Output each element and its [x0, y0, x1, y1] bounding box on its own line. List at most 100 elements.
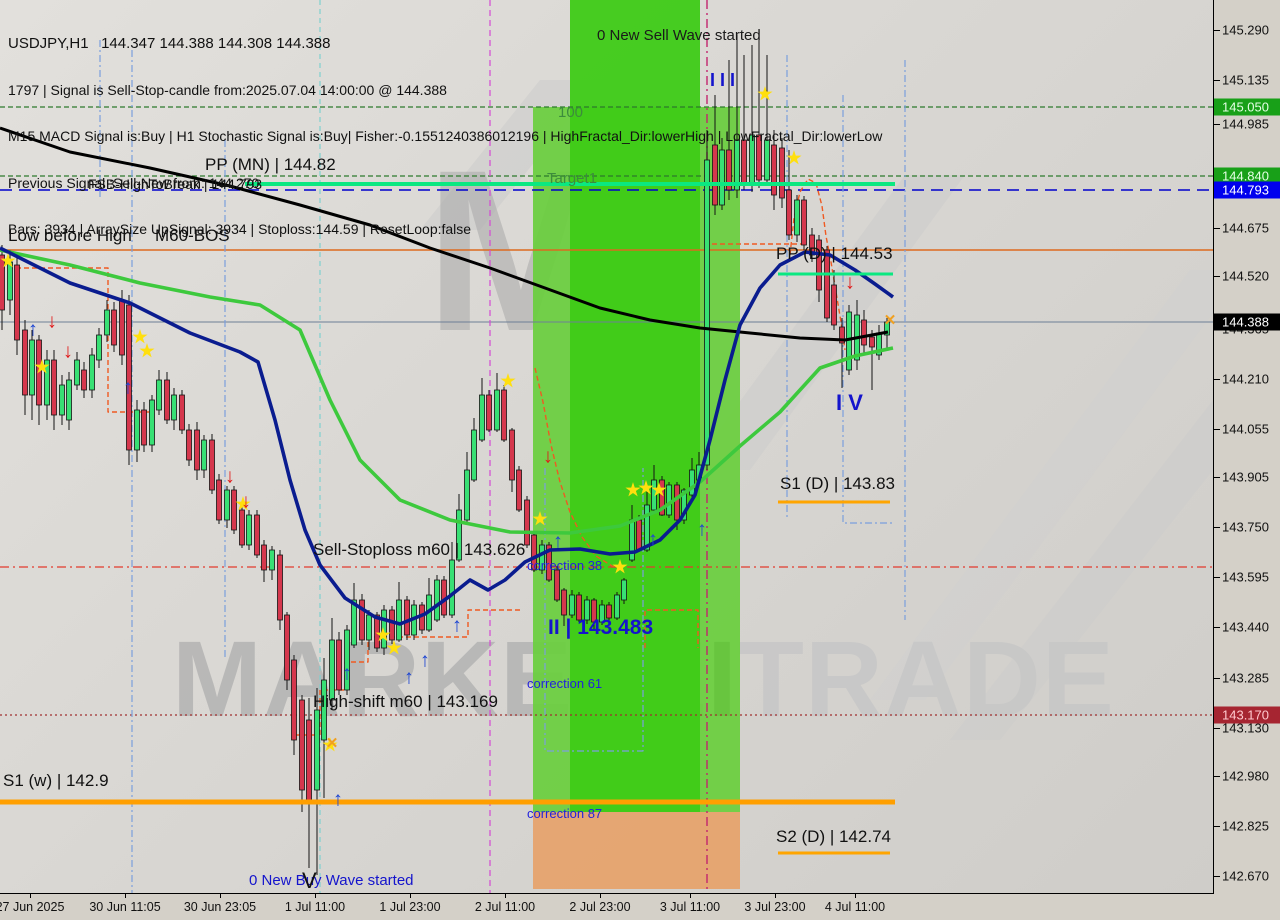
candle-up — [471, 429, 477, 481]
candle-up — [614, 594, 620, 619]
candle-down — [231, 489, 237, 531]
price-tick-mark — [1214, 627, 1220, 628]
candle-down — [284, 614, 290, 681]
star-marker: ★ — [0, 251, 16, 270]
candle-down — [576, 594, 582, 621]
candle-down — [186, 429, 192, 461]
candle-up — [666, 484, 672, 516]
price-tick-label: 143.440 — [1222, 619, 1269, 635]
candle-up — [7, 261, 13, 301]
candle-down — [779, 147, 785, 199]
star-marker: ★ — [235, 494, 251, 513]
price-tick-mark — [1214, 477, 1220, 478]
price-tick-mark — [1214, 124, 1220, 125]
chart-canvas[interactable]: MMARKETZITRADE★★★★★★★★★★★★★★★★↑↑↑↑↑↑↑↑↑↑… — [0, 0, 1214, 894]
candle-up — [681, 489, 687, 521]
candle-up — [104, 309, 110, 336]
candle-up — [171, 394, 177, 421]
time-tick-label: 30 Jun 11:05 — [89, 900, 161, 914]
time-tick-label: 2 Jul 23:00 — [569, 900, 631, 914]
buy-wave-zone-inner — [570, 0, 700, 812]
candle-down — [277, 554, 283, 621]
candle-up — [66, 379, 72, 421]
candle-up — [569, 594, 575, 616]
candle-up — [89, 354, 95, 391]
time-tick-mark — [775, 894, 776, 898]
candle-up — [224, 489, 230, 521]
candle-up — [96, 334, 102, 361]
up-marker: ↑ — [420, 649, 430, 671]
candle-down — [291, 659, 297, 741]
candle-down — [726, 149, 732, 191]
candle-down — [816, 239, 822, 291]
candle-up — [344, 629, 350, 691]
star-marker: ★ — [532, 509, 548, 528]
candle-down — [771, 144, 777, 196]
candle-down — [299, 699, 305, 791]
price-tick-label: 142.670 — [1222, 868, 1269, 884]
candle-up — [599, 604, 605, 623]
price-tick-label: 143.285 — [1222, 670, 1269, 686]
candle-down — [254, 514, 260, 556]
time-tick-mark — [600, 894, 601, 898]
candle-down — [359, 599, 365, 641]
price-tick-label: 143.595 — [1222, 569, 1269, 585]
price-tick-mark — [1214, 30, 1220, 31]
star-marker: ★ — [139, 341, 155, 360]
star-marker: ★ — [500, 371, 516, 390]
candle-up — [464, 469, 470, 521]
time-axis[interactable]: 27 Jun 2025 30 Jun 11:05 30 Jun 23:05 1 Jul… — [0, 894, 1280, 920]
price-tick-label: 145.135 — [1222, 72, 1269, 88]
star-marker: ★ — [757, 84, 773, 103]
candle-down — [831, 284, 837, 326]
candle-down — [141, 409, 147, 446]
ma-navy — [0, 246, 895, 626]
time-tick-label: 3 Jul 23:00 — [744, 900, 806, 914]
candle-up — [644, 504, 650, 551]
candle-up — [621, 579, 627, 601]
candle-up — [314, 709, 320, 791]
sar — [296, 609, 520, 736]
candle-down — [239, 509, 245, 546]
up-marker: ↑ — [342, 662, 352, 684]
candle-down — [306, 719, 312, 801]
up-marker: ↑ — [553, 530, 563, 552]
price-tick-label: 143.750 — [1222, 519, 1269, 535]
candle-up — [434, 579, 440, 621]
time-tick-mark — [855, 894, 856, 898]
candle-up — [704, 159, 710, 466]
candle-up — [794, 199, 800, 236]
candle-up — [366, 614, 372, 641]
price-tick-label: 142.980 — [1222, 768, 1269, 784]
price-tick-mark — [1214, 276, 1220, 277]
candle-down — [801, 199, 807, 246]
price-tick-mark — [1214, 527, 1220, 528]
candle-down — [36, 339, 42, 406]
time-tick-mark — [125, 894, 126, 898]
candle-down — [554, 569, 560, 601]
candle-down — [209, 439, 215, 491]
candle-down — [606, 604, 612, 619]
up-marker: ↑ — [333, 788, 343, 810]
chart-header-info: USDJPY,H1 144.347 144.388 144.308 144.38… — [8, 5, 882, 269]
candle-down — [501, 389, 507, 441]
star-marker: ★ — [34, 357, 50, 376]
candle-down — [216, 479, 222, 521]
candle-down — [839, 326, 845, 344]
up-marker: ↑ — [28, 318, 38, 340]
candle-up — [59, 384, 65, 416]
time-tick-mark — [30, 894, 31, 898]
star-marker: ★ — [638, 478, 654, 497]
star-marker: ★ — [132, 327, 148, 346]
price-tick-label: 144.210 — [1222, 371, 1269, 387]
price-axis[interactable]: 145.290 145.135 144.985 144.675 144.520 144.3… — [1214, 0, 1280, 893]
up-marker: ↑ — [697, 518, 707, 540]
candle-up — [74, 359, 80, 386]
candle-up — [149, 399, 155, 446]
down-marker: ↓ — [241, 490, 251, 512]
price-level-badge-green: 145.050 — [1214, 98, 1280, 116]
star-marker: ★ — [375, 625, 391, 644]
time-tick-mark — [220, 894, 221, 898]
symbol-title: USDJPY,H1 144.347 144.388 144.308 144.38… — [8, 35, 331, 52]
star-marker: ★ — [612, 557, 628, 576]
